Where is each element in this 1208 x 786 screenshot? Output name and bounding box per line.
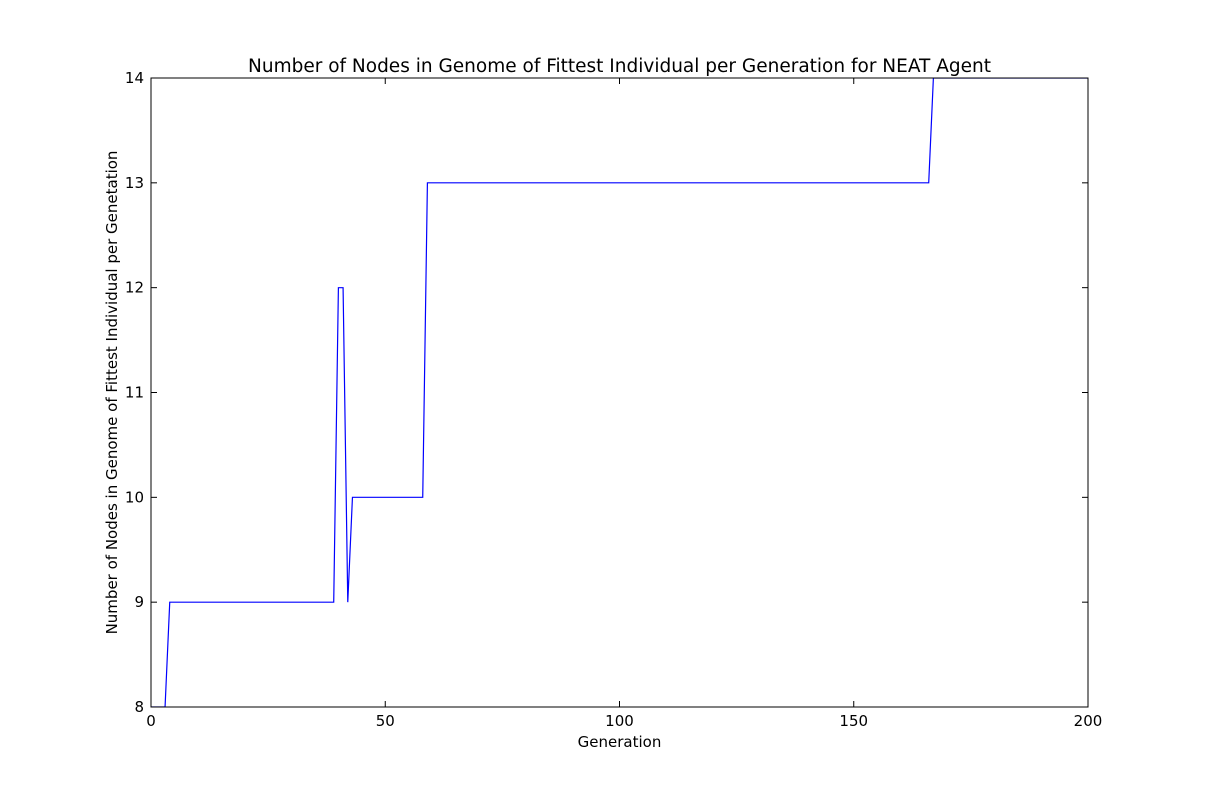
series-line: [151, 78, 1088, 707]
x-tick-label: 150: [839, 712, 868, 730]
y-tick-label: 9: [134, 593, 144, 611]
x-tick-label: 100: [605, 712, 634, 730]
x-tick-label: 200: [1074, 712, 1103, 730]
chart-title: Number of Nodes in Genome of Fittest Ind…: [248, 56, 991, 77]
y-tick-label: 11: [125, 384, 144, 402]
y-tick-label: 14: [125, 69, 144, 87]
y-tick-label: 8: [134, 698, 144, 716]
x-tick-label: 0: [146, 712, 156, 730]
plot-frame: [150, 77, 1089, 708]
series-layer: [151, 78, 1088, 707]
tick-labels-layer: 0 50 100 150 200 8 9 10 11 12 13 14: [125, 69, 1102, 730]
x-axis-label: Generation: [578, 733, 662, 751]
y-tick-label: 10: [125, 488, 144, 506]
x-tick-label: 50: [376, 712, 395, 730]
y-tick-label: 13: [125, 174, 144, 192]
y-axis-label: Number of Nodes in Genome of Fittest Ind…: [103, 151, 121, 635]
y-tick-label: 12: [125, 279, 144, 297]
